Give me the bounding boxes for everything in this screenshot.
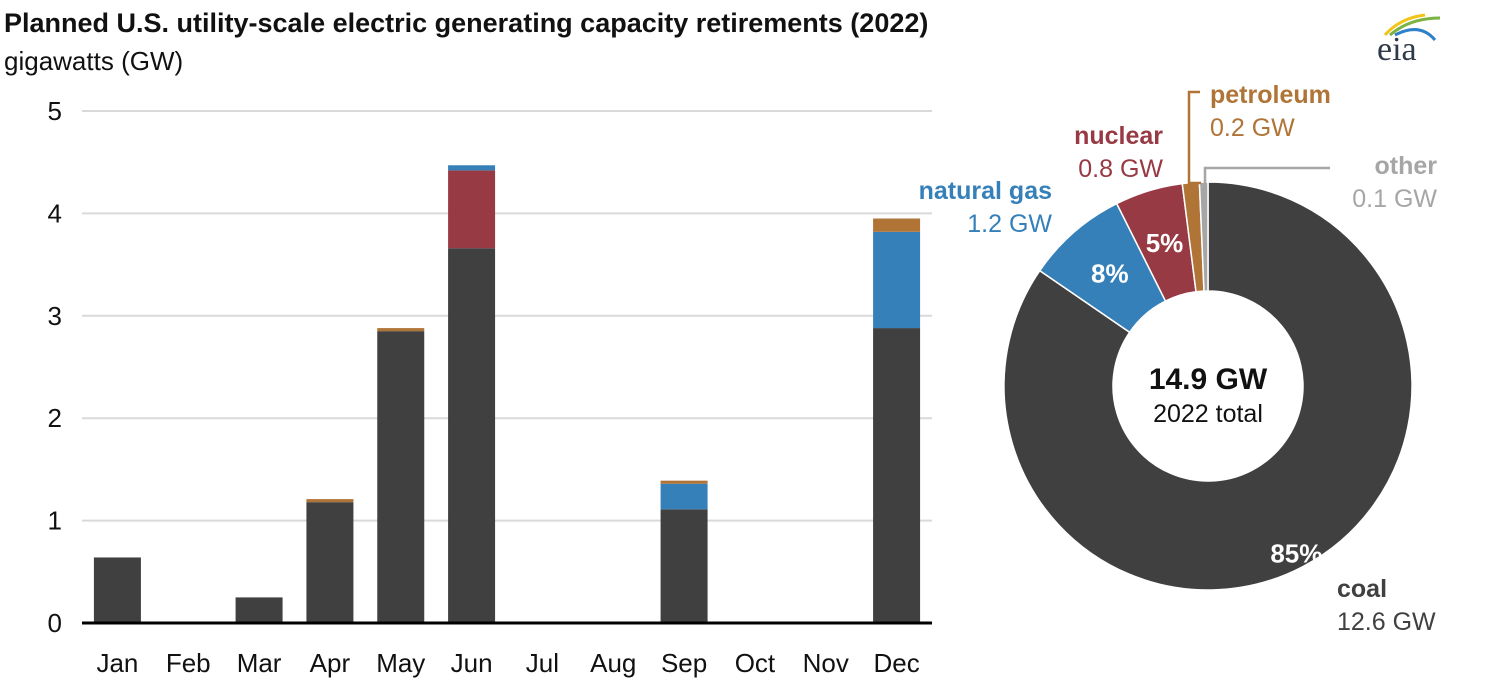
slice-name-label: natural gas (919, 177, 1052, 205)
y-tick-label: 5 (48, 96, 62, 126)
other-leader-line (1203, 166, 1330, 183)
donut-slice-coal (1003, 181, 1413, 591)
bar-coal-apr (306, 502, 354, 623)
x-tick-label: Oct (735, 648, 776, 678)
y-tick-label: 4 (48, 198, 62, 228)
logo-text: eia (1377, 31, 1417, 68)
donut-slice-other (1198, 181, 1209, 292)
x-tick-label: Aug (590, 648, 636, 678)
slice-value-label: 12.6 GW (1337, 608, 1436, 636)
bar-petroleum-dec (873, 218, 921, 232)
y-tick-label: 0 (48, 608, 62, 638)
x-tick-label: Jul (526, 648, 559, 678)
donut-center-value: 14.9 GW (1149, 363, 1268, 396)
slice-percent-label: 85% (1270, 539, 1322, 569)
x-tick-label: Apr (310, 648, 351, 678)
slice-name-label: nuclear (1074, 122, 1163, 150)
bar-coal-may (377, 331, 425, 623)
slice-value-label: 0.1 GW (1352, 185, 1437, 213)
x-tick-label: Jun (451, 648, 493, 678)
eia-logo: eia (1377, 13, 1441, 68)
slice-value-label: 0.2 GW (1210, 114, 1295, 142)
bar-petroleum-may (377, 328, 425, 332)
y-tick-label: 3 (48, 301, 62, 331)
chart-subtitle: gigawatts (GW) (4, 46, 184, 76)
x-tick-label: Sep (661, 648, 707, 678)
bar-nuclear-jun (448, 170, 496, 249)
bar-coal-jun (448, 248, 496, 623)
slice-name-label: other (1375, 152, 1438, 180)
x-tick-label: Jan (96, 648, 138, 678)
bar-coal-sep (660, 509, 708, 623)
bar-coal-mar (235, 597, 283, 623)
bar-petroleum-sep (660, 480, 708, 484)
x-tick-label: Dec (873, 648, 919, 678)
bar-natural_gas-sep (660, 483, 708, 510)
donut-center-label: 2022 total (1153, 400, 1263, 428)
bar-coal-jan (93, 557, 141, 623)
slice-value-label: 1.2 GW (967, 210, 1052, 238)
petroleum-leader-line (1187, 90, 1201, 185)
slice-name-label: coal (1337, 575, 1387, 603)
y-tick-label: 1 (48, 506, 62, 536)
chart-title: Planned U.S. utility-scale electric gene… (4, 8, 929, 38)
x-tick-label: Nov (803, 648, 849, 678)
bar-natural_gas-dec (873, 231, 921, 329)
bar-petroleum-apr (306, 499, 354, 503)
slice-percent-label: 8% (1091, 258, 1129, 288)
x-tick-label: Mar (237, 648, 282, 678)
x-tick-label: May (376, 648, 425, 678)
slice-name-label: petroleum (1210, 81, 1331, 109)
bar-natural_gas-jun (448, 165, 496, 171)
slice-percent-label: 5% (1146, 228, 1184, 258)
y-tick-label: 2 (48, 403, 62, 433)
slice-value-label: 0.8 GW (1078, 155, 1163, 183)
x-tick-label: Feb (166, 648, 211, 678)
bar-coal-dec (873, 328, 921, 623)
